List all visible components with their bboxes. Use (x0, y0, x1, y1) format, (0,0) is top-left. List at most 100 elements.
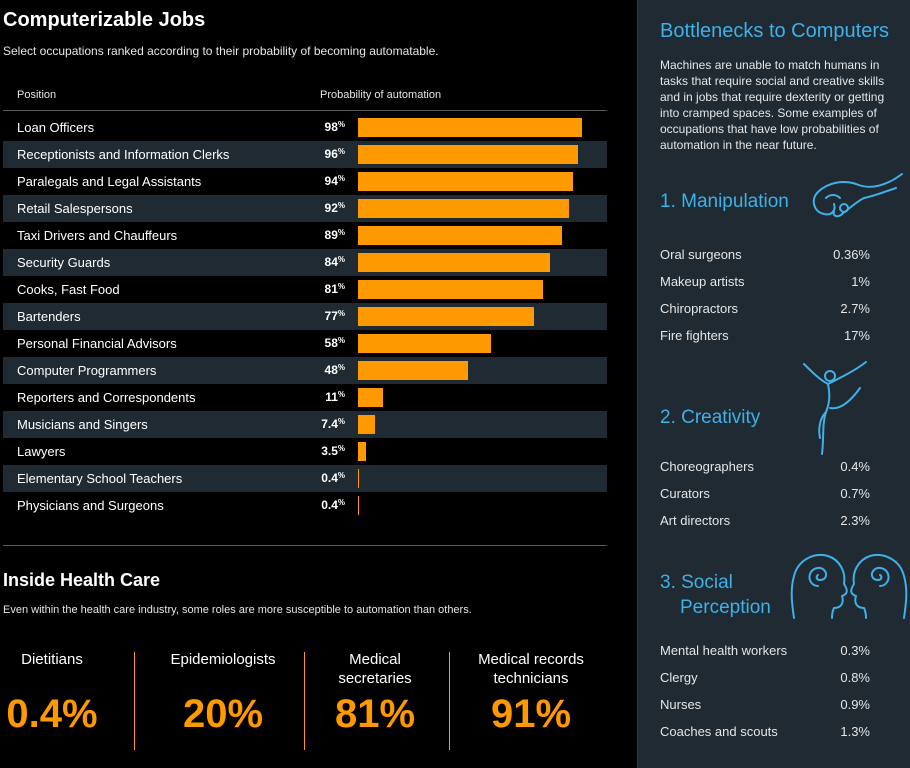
bottleneck-item-label: Clergy (660, 670, 698, 685)
jobs-panel: Computerizable Jobs Select occupations r… (0, 9, 607, 750)
bar (358, 469, 359, 488)
bar-label: Reporters and Correspondents (17, 390, 196, 405)
bar (358, 253, 551, 272)
bar (358, 118, 583, 137)
bar-value-label: 84% (324, 255, 345, 269)
bottleneck-item-value: 1.3% (840, 724, 870, 739)
bar-label: Personal Financial Advisors (17, 336, 177, 351)
bottleneck-item-value: 2.3% (840, 513, 870, 528)
health-divider (449, 652, 450, 750)
bar-row: Bartenders 77% (3, 303, 607, 330)
health-item-value: 20% (182, 692, 264, 736)
bar-row: Computer Programmers 48% (3, 357, 607, 384)
category-title-creativity: 2. Creativity (660, 407, 761, 428)
bottleneck-item-value: 0.36% (833, 247, 870, 262)
bottleneck-item-value: 2.7% (840, 301, 870, 316)
bar (358, 199, 569, 218)
bar-label: Paralegals and Legal Assistants (17, 174, 202, 189)
bar-row: Reporters and Correspondents 11% (3, 384, 607, 411)
bar-label: Physicians and Surgeons (17, 498, 164, 513)
page-subtitle: Select occupations ranked according to t… (3, 44, 439, 58)
bar-label: Receptionists and Information Clerks (17, 147, 230, 162)
bar (358, 172, 574, 191)
bottleneck-item-label: Fire fighters (660, 328, 729, 343)
category-title-social-line2: Perception (680, 597, 771, 618)
bar-row: Lawyers 3.5% (3, 438, 607, 465)
bar-label: Musicians and Singers (17, 417, 148, 432)
bar-value-label: 98% (324, 120, 345, 134)
health-subtitle: Even within the health care industry, so… (3, 604, 472, 616)
bottleneck-item-label: Choreographers (660, 459, 754, 474)
bar-label: Lawyers (17, 444, 66, 459)
bottleneck-item-value: 1% (851, 274, 870, 289)
bar (358, 442, 366, 461)
bar-row: Retail Salespersons 92% (3, 195, 607, 222)
bar-value-label: 94% (324, 174, 345, 188)
bar-label: Cooks, Fast Food (17, 282, 120, 297)
bar-row: Musicians and Singers 7.4% (3, 411, 607, 438)
bar-row: Security Guards 84% (3, 249, 607, 276)
health-item-value: 0.4% (6, 692, 98, 736)
bottleneck-item-label: Chiropractors (660, 301, 739, 316)
bar-label: Bartenders (17, 309, 81, 324)
bottleneck-item-value: 17% (843, 328, 870, 343)
bar-value-label: 58% (324, 336, 345, 350)
bar-value-label: 0.4% (321, 471, 345, 485)
category-title-social-line1: 3. Social (660, 572, 733, 593)
bar-label: Taxi Drivers and Chauffeurs (17, 228, 178, 243)
bottleneck-item-value: 0.4% (840, 459, 870, 474)
bar-value-label: 0.4% (321, 498, 345, 512)
bar-label: Computer Programmers (17, 363, 157, 378)
health-item-label: Epidemiologists (170, 651, 276, 668)
bar-row: Personal Financial Advisors 58% (3, 330, 607, 357)
bar-value-label: 92% (324, 201, 345, 215)
bar-value-label: 96% (324, 147, 345, 161)
bottlenecks-panel (638, 0, 910, 768)
bottlenecks-title: Bottlenecks to Computers (660, 20, 889, 42)
bar (358, 361, 468, 380)
bar-row: Elementary School Teachers 0.4% (3, 465, 607, 492)
bottleneck-item-label: Coaches and scouts (660, 724, 778, 739)
bottleneck-item-value: 0.7% (840, 486, 870, 501)
category-title-manipulation: 1. Manipulation (660, 191, 789, 212)
health-item-label: Medical records technicians (478, 651, 584, 687)
bottleneck-item-label: Makeup artists (660, 274, 745, 289)
header-divider (3, 110, 607, 111)
bar (358, 334, 491, 353)
health-divider (304, 652, 305, 750)
bar-row: Physicians and Surgeons 0.4% (3, 492, 607, 519)
bar (358, 280, 544, 299)
bottleneck-item-value: 0.3% (840, 643, 870, 658)
bar-label: Retail Salespersons (17, 201, 133, 216)
health-item-label: Dietitians (21, 651, 83, 668)
bar-row: Paralegals and Legal Assistants 94% (3, 168, 607, 195)
dancer-icon (803, 361, 867, 455)
bar (358, 226, 562, 245)
bottleneck-item-label: Nurses (660, 697, 702, 712)
bar-label: Elementary School Teachers (17, 471, 183, 486)
bar-value-label: 77% (324, 309, 345, 323)
bottlenecks-description: Machines are unable to match humans in t… (660, 58, 885, 152)
bar-row: Cooks, Fast Food 81% (3, 276, 607, 303)
bar-value-label: 11% (325, 390, 345, 404)
health-item-medical-records-technicians: Medical records technicians 91% (468, 650, 594, 736)
section-divider (3, 545, 607, 546)
health-divider (134, 652, 135, 750)
bar-value-label: 89% (324, 228, 345, 242)
bar-value-label: 48% (324, 363, 345, 377)
health-title: Inside Health Care (3, 570, 161, 590)
health-item-value: 91% (490, 692, 572, 736)
bottleneck-item-value: 0.8% (840, 670, 870, 685)
bottleneck-item-label: Art directors (660, 513, 731, 528)
health-item-label: Medical secretaries (338, 651, 412, 687)
health-item-dietitians: Dietitians 0.4% (0, 650, 104, 736)
bar-label: Security Guards (17, 255, 111, 270)
bottleneck-item-value: 0.9% (840, 697, 870, 712)
bar-row: Loan Officers 98% (3, 114, 607, 141)
column-header-position: Position (17, 89, 57, 101)
health-item-epidemiologists: Epidemiologists 20% (150, 650, 296, 736)
bar-value-label: 81% (324, 282, 345, 296)
bar-row: Receptionists and Information Clerks 96% (3, 141, 607, 168)
bar (358, 496, 359, 515)
hand-icon (812, 173, 903, 218)
